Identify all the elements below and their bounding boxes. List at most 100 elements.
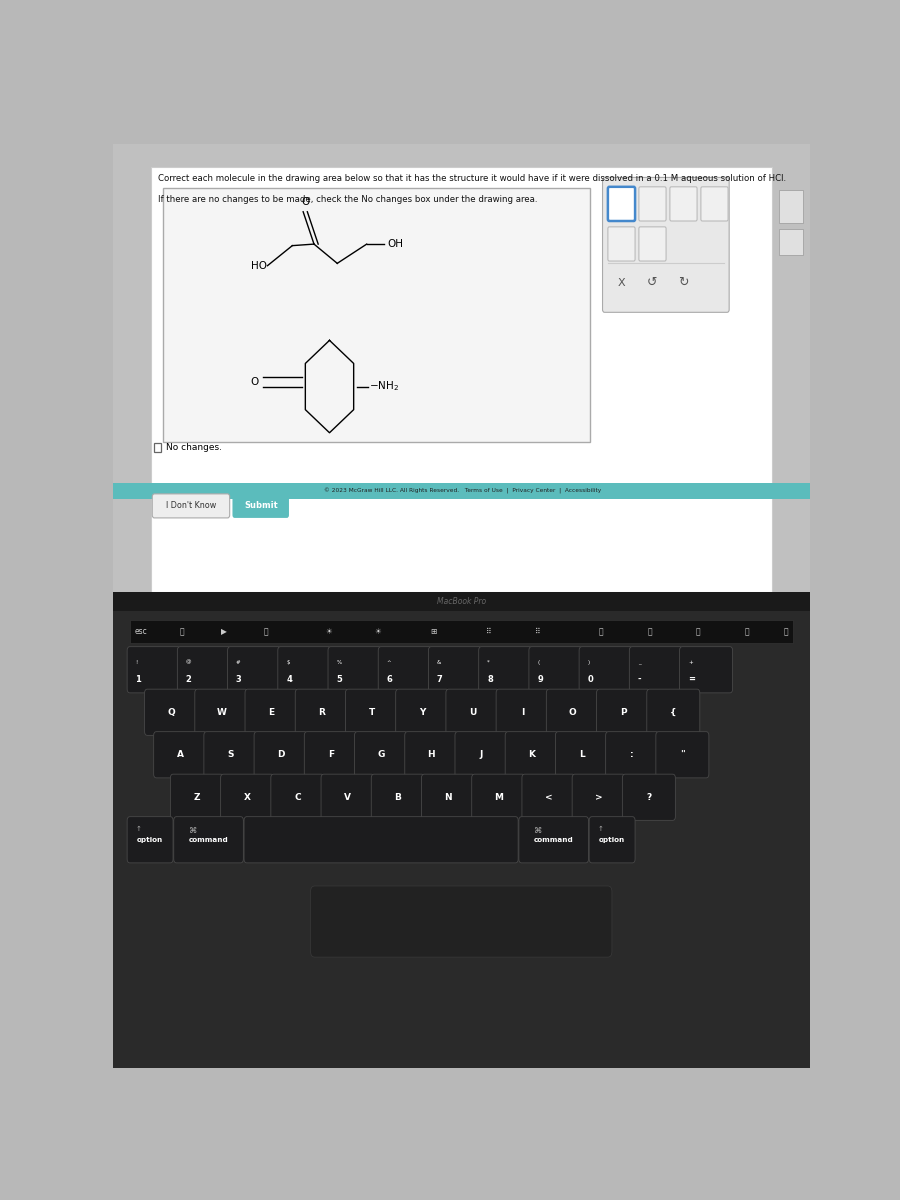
Bar	[112, 144, 810, 592]
FancyBboxPatch shape	[378, 647, 431, 692]
FancyBboxPatch shape	[154, 732, 207, 778]
FancyBboxPatch shape	[455, 732, 508, 778]
Text: ⌘: ⌘	[189, 826, 197, 835]
FancyBboxPatch shape	[590, 817, 635, 863]
Text: 🔊: 🔊	[696, 626, 701, 636]
Text: I: I	[521, 708, 525, 716]
FancyBboxPatch shape	[472, 774, 525, 821]
Text: U: U	[469, 708, 476, 716]
Text: ☀: ☀	[374, 626, 381, 636]
Bar	[130, 620, 793, 643]
Text: N: N	[445, 793, 452, 802]
FancyBboxPatch shape	[271, 774, 324, 821]
Text: <: <	[544, 793, 553, 802]
FancyBboxPatch shape	[629, 647, 682, 692]
Text: 4: 4	[286, 674, 292, 684]
FancyBboxPatch shape	[304, 732, 357, 778]
Text: P: P	[620, 708, 626, 716]
FancyBboxPatch shape	[245, 689, 298, 736]
FancyBboxPatch shape	[355, 732, 408, 778]
FancyBboxPatch shape	[145, 689, 198, 736]
Text: 0: 0	[588, 674, 593, 684]
FancyBboxPatch shape	[670, 187, 698, 221]
Text: option: option	[137, 836, 163, 842]
Text: No changes.: No changes.	[166, 443, 222, 452]
Text: © 2023 McGraw Hill LLC. All Rights Reserved.   Terms of Use  |  Privacy Center  : © 2023 McGraw Hill LLC. All Rights Reser…	[323, 488, 601, 494]
FancyBboxPatch shape	[328, 647, 381, 692]
FancyBboxPatch shape	[177, 647, 230, 692]
Text: ": "	[680, 750, 685, 760]
FancyBboxPatch shape	[522, 774, 575, 821]
FancyBboxPatch shape	[623, 774, 675, 821]
FancyBboxPatch shape	[479, 647, 532, 692]
FancyBboxPatch shape	[174, 817, 243, 863]
Text: E: E	[268, 708, 274, 716]
Text: Q: Q	[167, 708, 175, 716]
Text: #: #	[236, 660, 240, 665]
Text: F: F	[328, 750, 334, 760]
Text: 2: 2	[185, 674, 192, 684]
FancyBboxPatch shape	[597, 689, 650, 736]
FancyBboxPatch shape	[602, 178, 729, 312]
Text: O: O	[302, 197, 310, 208]
FancyBboxPatch shape	[244, 817, 518, 863]
Text: ): )	[588, 660, 590, 665]
Text: K: K	[528, 750, 536, 760]
Text: *: *	[487, 660, 490, 665]
Bar	[779, 190, 804, 222]
Text: 1: 1	[136, 674, 141, 684]
FancyBboxPatch shape	[152, 494, 230, 518]
FancyBboxPatch shape	[546, 689, 599, 736]
Text: O: O	[251, 377, 259, 386]
Text: 🔴: 🔴	[783, 626, 788, 636]
Text: 3: 3	[236, 674, 242, 684]
FancyBboxPatch shape	[220, 774, 274, 821]
FancyBboxPatch shape	[310, 886, 612, 958]
Text: ▶: ▶	[221, 626, 227, 636]
FancyBboxPatch shape	[254, 732, 307, 778]
Text: _: _	[638, 660, 641, 665]
Bar	[112, 482, 810, 499]
FancyBboxPatch shape	[346, 689, 399, 736]
Text: J: J	[480, 750, 483, 760]
Text: MacBook Pro: MacBook Pro	[436, 596, 486, 606]
Text: HO: HO	[251, 260, 267, 271]
FancyBboxPatch shape	[496, 689, 549, 736]
FancyBboxPatch shape	[505, 732, 558, 778]
Text: 🔈: 🔈	[647, 626, 652, 636]
FancyBboxPatch shape	[421, 774, 474, 821]
Text: ↻: ↻	[679, 276, 688, 289]
Bar	[155, 443, 161, 452]
FancyBboxPatch shape	[680, 647, 733, 692]
Text: W: W	[216, 708, 226, 716]
Text: OH: OH	[388, 239, 403, 250]
Text: Y: Y	[419, 708, 426, 716]
Text: :: :	[630, 750, 634, 760]
Text: $: $	[286, 660, 290, 665]
Text: ⊞: ⊞	[430, 626, 436, 636]
Text: ⠿: ⠿	[486, 626, 492, 636]
Text: +: +	[688, 660, 693, 665]
FancyBboxPatch shape	[608, 227, 635, 262]
Text: %: %	[337, 660, 341, 665]
Text: T: T	[369, 708, 375, 716]
Text: If there are no changes to be made, check the No changes box under the drawing a: If there are no changes to be made, chec…	[158, 194, 537, 204]
FancyBboxPatch shape	[127, 647, 180, 692]
Text: ↺: ↺	[647, 276, 658, 289]
FancyBboxPatch shape	[232, 494, 289, 518]
FancyBboxPatch shape	[656, 732, 709, 778]
Text: 8: 8	[487, 674, 493, 684]
FancyBboxPatch shape	[127, 817, 173, 863]
FancyBboxPatch shape	[396, 689, 449, 736]
Text: 9: 9	[537, 674, 543, 684]
FancyBboxPatch shape	[639, 187, 666, 221]
FancyBboxPatch shape	[579, 647, 632, 692]
FancyBboxPatch shape	[608, 187, 635, 221]
FancyBboxPatch shape	[170, 774, 223, 821]
Text: ^: ^	[387, 660, 392, 665]
Text: Z: Z	[194, 793, 200, 802]
Text: M: M	[494, 793, 503, 802]
FancyBboxPatch shape	[428, 647, 482, 692]
Text: O: O	[569, 708, 577, 716]
Text: esc: esc	[135, 626, 148, 636]
